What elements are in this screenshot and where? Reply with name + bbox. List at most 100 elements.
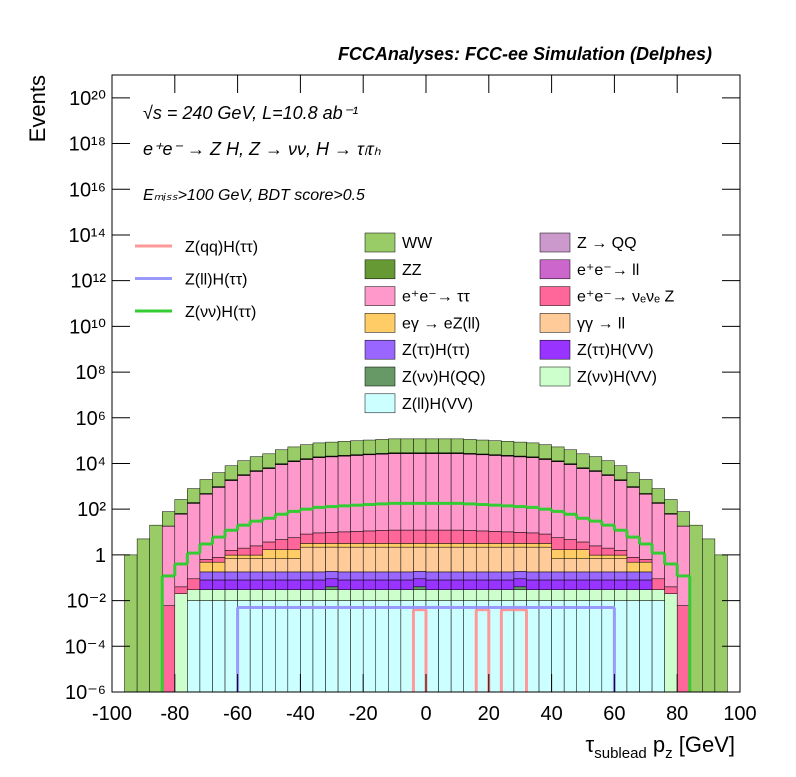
bar-segment xyxy=(426,439,439,453)
annotation: Eₘᵢₛₛ>100 GeV, BDT score>0.5 xyxy=(143,187,365,204)
bar-segment xyxy=(200,480,213,494)
bar-segment xyxy=(489,580,502,590)
bar-segment xyxy=(552,462,565,538)
bar-segment xyxy=(326,547,339,571)
bar-segment xyxy=(514,457,527,533)
bar-segment xyxy=(640,580,653,590)
bar-segment xyxy=(413,543,426,547)
bar-segment xyxy=(212,601,225,694)
bar-segment xyxy=(514,547,527,571)
bar-segment xyxy=(263,469,276,542)
bar-segment xyxy=(162,606,175,694)
bar-segment xyxy=(225,480,238,550)
bar-segment xyxy=(225,550,238,555)
bar-segment xyxy=(351,601,364,694)
bar-segment xyxy=(225,590,238,601)
bar-segment xyxy=(313,590,326,601)
bar-segment xyxy=(275,601,288,694)
bar-segment xyxy=(640,572,653,580)
bar-segment xyxy=(275,540,288,550)
bar-segment xyxy=(589,457,602,471)
bar-segment xyxy=(539,534,552,543)
bar-segment xyxy=(489,455,502,531)
bar-segment xyxy=(489,572,502,580)
chart-title: FCCAnalyses: FCC-ee Simulation (Delphes) xyxy=(338,44,712,64)
bar-segment xyxy=(388,454,401,530)
legend-label: Z(ττ)H(ττ) xyxy=(402,342,470,359)
bar-segment xyxy=(363,531,376,543)
bar-segment xyxy=(564,559,577,572)
bar-segment xyxy=(162,526,175,605)
legend-swatch xyxy=(540,287,570,306)
bar-segment xyxy=(238,461,251,475)
bar-segment xyxy=(263,559,276,572)
bar-segment xyxy=(326,579,339,587)
bar-segment xyxy=(439,543,452,547)
bar-segment xyxy=(652,489,665,503)
bar-segment xyxy=(451,439,464,453)
bar-segment xyxy=(514,601,527,694)
bar-segment xyxy=(640,480,653,494)
bar-segment xyxy=(413,590,426,601)
bar-segment xyxy=(665,514,678,587)
bar-segment xyxy=(175,594,188,694)
bar-segment xyxy=(614,559,627,572)
bar-segment xyxy=(552,447,565,461)
x-tick-label: 80 xyxy=(666,703,688,725)
bar-segment xyxy=(426,590,439,601)
bar-segment xyxy=(564,601,577,694)
bar-segment xyxy=(212,473,225,487)
bar-segment xyxy=(539,459,552,534)
bar-segment xyxy=(589,601,602,694)
bar-segment xyxy=(250,471,263,545)
bar-segment xyxy=(275,580,288,590)
bar-segment xyxy=(363,440,376,454)
bar-segment xyxy=(313,543,326,547)
bar-segment xyxy=(300,547,313,572)
legend-swatch xyxy=(365,260,395,279)
bar-segment xyxy=(552,572,565,580)
bar-segment xyxy=(238,590,251,601)
bar-segment xyxy=(464,590,477,601)
bar-segment xyxy=(652,601,665,694)
annotation: √s = 240 GeV, L=10.8 ab⁻¹ xyxy=(143,103,358,123)
bar-segment xyxy=(564,450,577,464)
legend-label: e⁺e⁻→ ll xyxy=(577,262,639,279)
bar-segment xyxy=(577,454,590,468)
bar-segment xyxy=(376,530,389,543)
bar-segment xyxy=(338,590,351,601)
bar-segment xyxy=(275,559,288,572)
bar-segment xyxy=(212,572,225,580)
bar-segment xyxy=(275,572,288,580)
bar-segment xyxy=(640,562,653,572)
bar-segment xyxy=(326,543,339,547)
bar-segment xyxy=(564,465,577,540)
bar-segment xyxy=(401,543,414,547)
bar-segment xyxy=(275,465,288,540)
bar-segment xyxy=(388,530,401,543)
x-tick-label: 60 xyxy=(603,703,625,725)
bar-segment xyxy=(326,532,339,543)
bar-segment xyxy=(250,457,263,471)
bar-segment xyxy=(602,601,615,694)
bar-segment xyxy=(552,580,565,590)
bar-segment xyxy=(489,601,502,694)
bar-segment xyxy=(300,445,313,459)
bar-segment xyxy=(539,543,552,547)
bar-segment xyxy=(338,601,351,694)
bar-segment xyxy=(351,441,364,455)
bar-segment xyxy=(175,587,188,594)
bar-segment xyxy=(602,555,615,559)
bar-segment xyxy=(413,454,426,530)
bar-segment xyxy=(200,494,213,559)
bar-segment xyxy=(388,590,401,601)
bar-segment xyxy=(250,580,263,590)
bar-segment xyxy=(526,543,539,547)
bar-segment xyxy=(640,601,653,694)
bar-segment xyxy=(376,547,389,572)
legend-label: Z(qq)H(ττ) xyxy=(185,239,258,256)
bar-segment xyxy=(250,601,263,694)
bar-segment xyxy=(627,590,640,601)
bar-segment xyxy=(564,540,577,550)
bar-segment xyxy=(539,572,552,580)
